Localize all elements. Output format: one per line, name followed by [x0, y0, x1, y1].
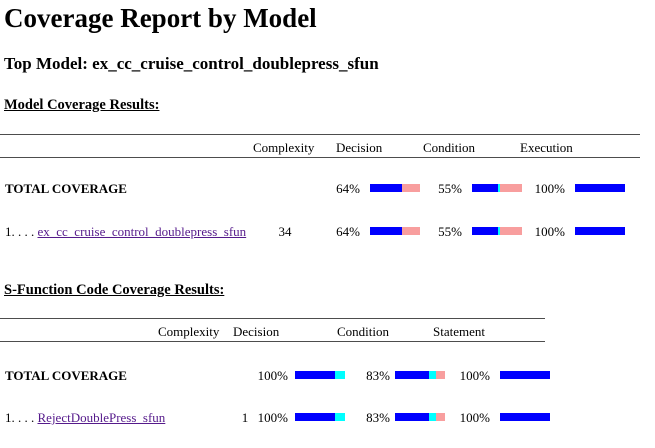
section-heading-model-coverage: Model Coverage Results:: [4, 97, 160, 113]
statement-coverage-bar: [500, 371, 550, 379]
condition-percent: 55%: [438, 181, 462, 196]
execution-coverage-bar: [575, 227, 625, 235]
column-header-execution: Execution: [520, 140, 573, 155]
total-coverage-label: TOTAL COVERAGE: [5, 368, 127, 383]
bar-segment-missed: [499, 184, 522, 192]
bar-segment-missed: [402, 184, 420, 192]
complexity-value: 1: [241, 410, 249, 425]
table-rule-header: [0, 157, 640, 158]
decision-coverage-bar: [370, 184, 420, 192]
bar-segment-covered: [395, 413, 429, 421]
column-header-statement: Statement: [433, 324, 485, 339]
bar-segment-covered: [370, 227, 402, 235]
execution-percent: 100%: [534, 224, 565, 239]
column-header-condition: Condition: [423, 140, 476, 155]
table-rule-header: [0, 341, 545, 342]
bar-segment-justified: [335, 371, 345, 379]
bar-segment-covered: [395, 371, 429, 379]
bar-segment-missed: [435, 413, 445, 421]
statement-percent: 100%: [459, 368, 490, 383]
condition-percent: 55%: [438, 224, 462, 239]
decision-coverage-bar: [295, 413, 345, 421]
table-row: 1. . . . ex_cc_cruise_control_doublepres…: [5, 224, 246, 240]
complexity-value: 34: [278, 224, 292, 239]
decision-coverage-bar: [295, 371, 345, 379]
decision-coverage-bar: [370, 227, 420, 235]
sfunction-coverage-table: Complexity Decision Condition Statement …: [0, 318, 655, 432]
bar-segment-covered: [295, 413, 335, 421]
bar-segment-covered: [370, 184, 402, 192]
column-header-complexity: Complexity: [158, 324, 220, 339]
decision-percent: 100%: [257, 410, 288, 425]
column-header-complexity: Complexity: [253, 140, 315, 155]
row-index-prefix: 1. . . .: [5, 224, 38, 239]
decision-percent: 64%: [336, 224, 360, 239]
top-model-label: Top Model:: [4, 54, 88, 73]
condition-percent: 83%: [366, 368, 390, 383]
bar-segment-covered: [472, 227, 498, 235]
bar-segment-covered: [575, 227, 625, 235]
decision-percent: 64%: [336, 181, 360, 196]
model-coverage-table: Complexity Decision Condition Execution …: [0, 134, 655, 248]
column-header-decision: Decision: [336, 140, 383, 155]
top-model-line: Top Model: ex_cc_cruise_control_doublepr…: [4, 54, 379, 74]
table-row: 1. . . . RejectDoublePress_sfun: [5, 410, 165, 426]
page-title: Coverage Report by Model: [4, 3, 317, 33]
execution-percent: 100%: [534, 181, 565, 196]
sfunction-link[interactable]: RejectDoublePress_sfun: [37, 410, 166, 425]
execution-coverage-bar: [575, 184, 625, 192]
top-model-value: ex_cc_cruise_control_doublepress_sfun: [92, 54, 379, 73]
row-index-prefix: 1. . . .: [5, 410, 38, 425]
statement-percent: 100%: [459, 410, 490, 425]
condition-coverage-bar: [395, 371, 445, 379]
bar-segment-covered: [472, 184, 498, 192]
bar-segment-justified: [497, 227, 500, 235]
bar-segment-justified: [497, 184, 500, 192]
condition-coverage-bar: [472, 184, 522, 192]
bar-segment-justified: [428, 413, 436, 421]
column-header-decision: Decision: [233, 324, 280, 339]
bar-segment-covered: [295, 371, 335, 379]
model-link[interactable]: ex_cc_cruise_control_doublepress_sfun: [37, 224, 247, 239]
table-rule-top: [0, 318, 545, 319]
decision-percent: 100%: [257, 368, 288, 383]
section-heading-sfunction-coverage: S-Function Code Coverage Results:: [4, 282, 225, 298]
bar-segment-covered: [575, 184, 625, 192]
bar-segment-missed: [435, 371, 445, 379]
condition-percent: 83%: [366, 410, 390, 425]
column-header-condition: Condition: [337, 324, 390, 339]
bar-segment-justified: [335, 413, 345, 421]
bar-segment-covered: [500, 371, 550, 379]
total-coverage-label: TOTAL COVERAGE: [5, 181, 127, 196]
statement-coverage-bar: [500, 413, 550, 421]
bar-segment-missed: [402, 227, 420, 235]
bar-segment-covered: [500, 413, 550, 421]
bar-segment-justified: [428, 371, 436, 379]
bar-segment-missed: [499, 227, 522, 235]
condition-coverage-bar: [472, 227, 522, 235]
table-rule-top: [0, 134, 640, 135]
condition-coverage-bar: [395, 413, 445, 421]
